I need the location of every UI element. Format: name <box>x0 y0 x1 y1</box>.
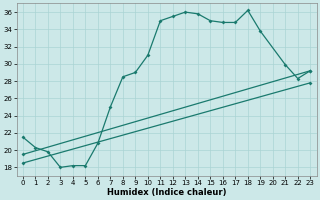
X-axis label: Humidex (Indice chaleur): Humidex (Indice chaleur) <box>107 188 226 197</box>
